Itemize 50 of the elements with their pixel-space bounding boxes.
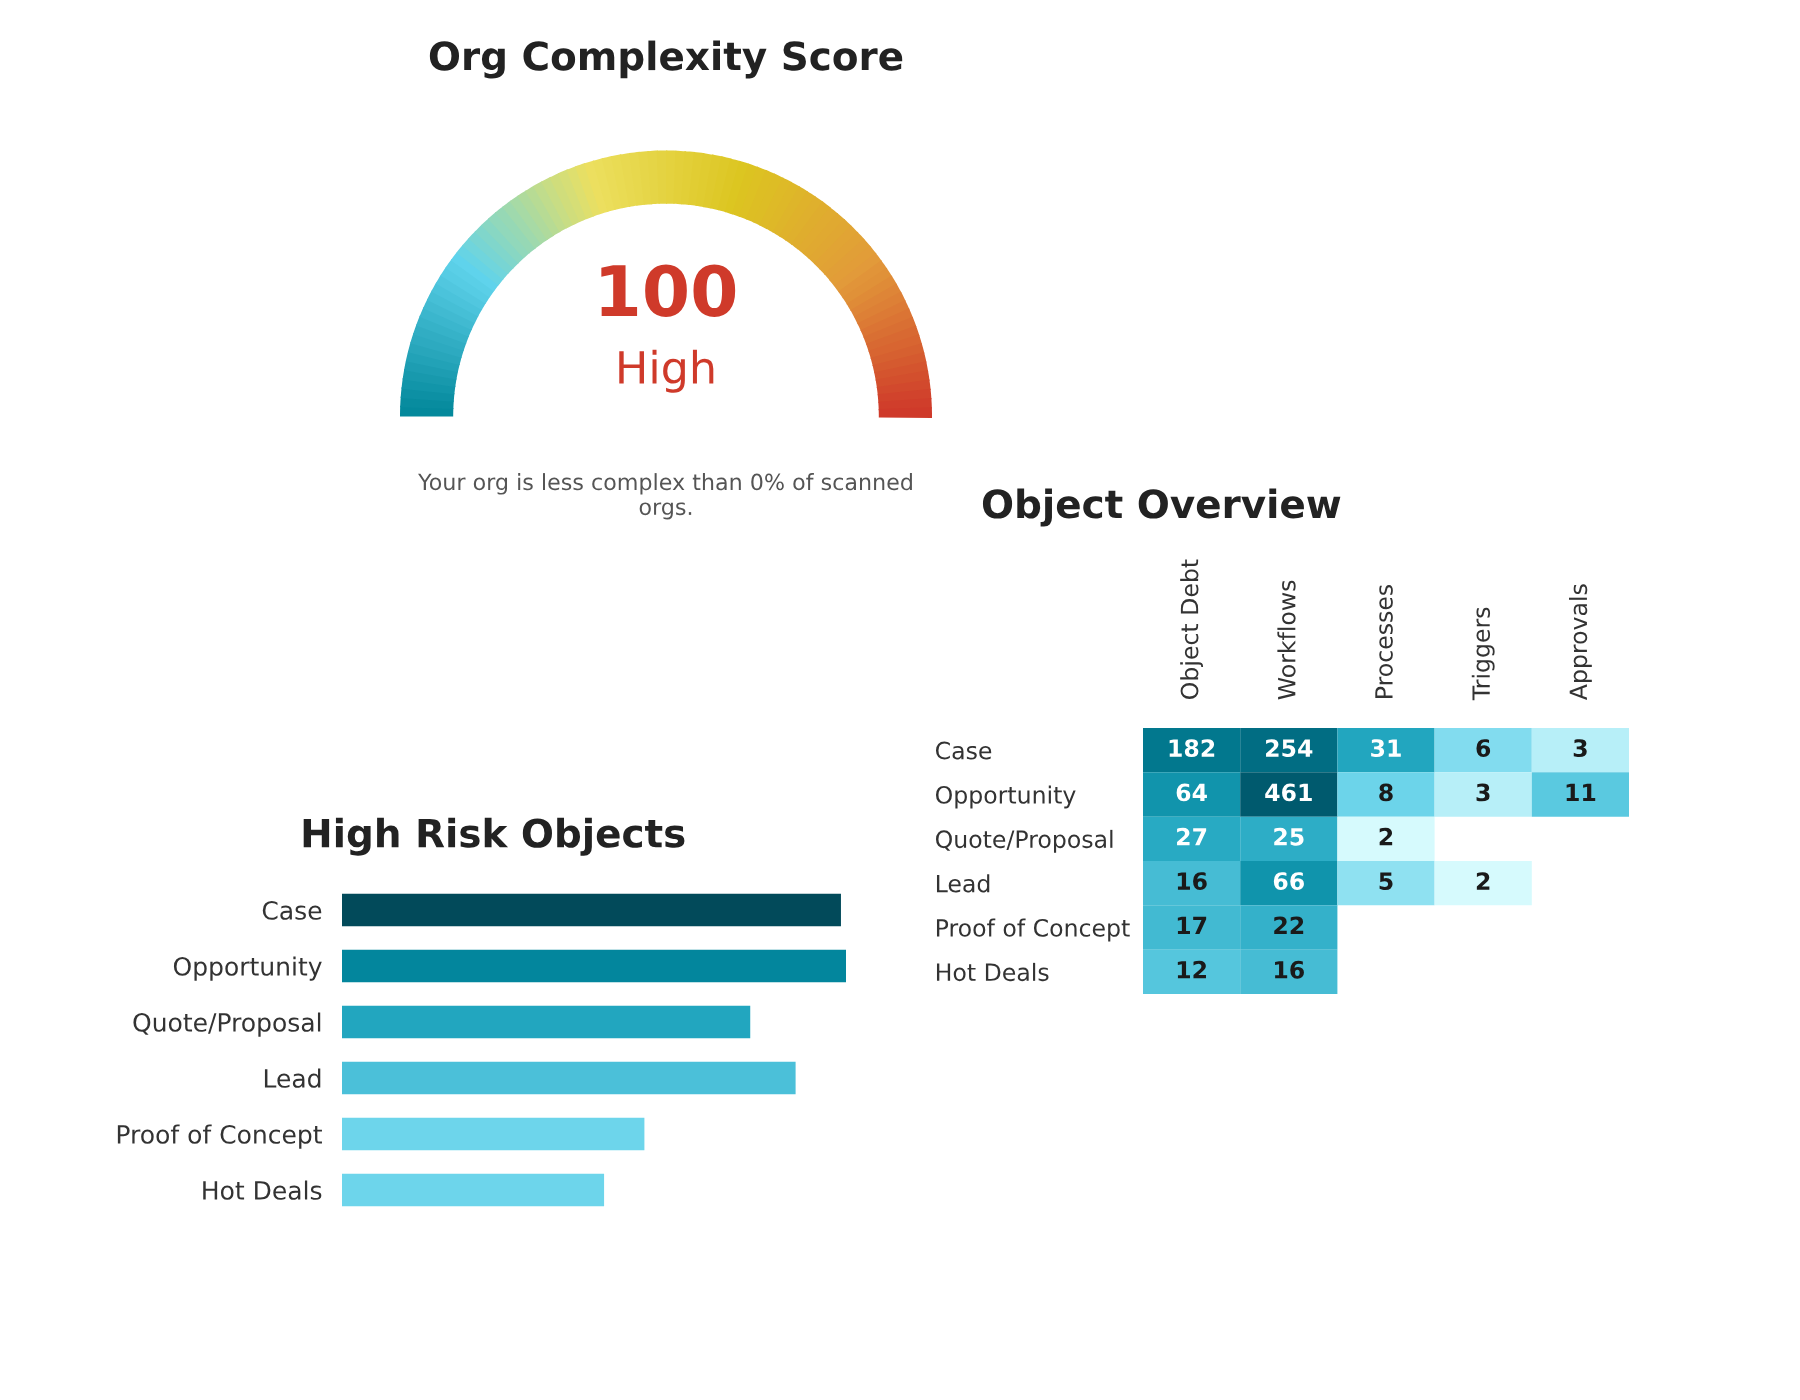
data-label: 16 [1177,872,1207,891]
chart-title: Object Overview [982,488,1341,527]
data-label: 12 [1177,960,1206,979]
bar [342,893,841,927]
data-label: 3 [1573,739,1587,758]
y-tick-label: Lead [936,874,990,893]
data-label: 66 [1273,872,1304,891]
data-label: 17 [1177,916,1207,935]
data-label: 8 [1379,783,1393,802]
data-label: 64 [1176,783,1207,802]
data-label: 25 [1274,827,1304,846]
data-label: 16 [1275,960,1304,979]
x-tick-label: Workflows [1277,580,1296,700]
y-tick-label: Quote/Proposal [133,1012,321,1037]
data-label: 27 [1177,827,1207,846]
data-label: 31 [1371,739,1401,758]
bar [342,1173,605,1207]
y-tick-label: Quote/Proposal [935,829,1113,853]
y-tick-label: Case [935,741,992,760]
y-tick-label: Proof of Concept [117,1124,322,1149]
y-tick-label: Opportunity [935,785,1076,809]
data-label: 182 [1169,739,1215,758]
x-tick-label: Triggers [1471,607,1495,701]
data-label: 6 [1476,739,1491,758]
text: 100 [601,264,736,317]
bar [342,1117,645,1151]
data-label: 254 [1266,739,1313,758]
y-tick-label: Hot Deals [203,1180,322,1200]
bar [342,1061,796,1095]
bar [342,1005,751,1039]
data-label: 11 [1566,783,1596,802]
bar [342,949,846,983]
data-label: 3 [1476,783,1490,802]
x-tick-label: Approvals [1568,584,1592,701]
text: High [619,349,714,393]
x-tick-label: Processes [1375,584,1393,698]
chart-title: High Risk Objects [303,817,685,856]
y-tick-label: Case [262,900,322,920]
x-tick-label: Object Debt [1180,559,1204,699]
data-label: 5 [1379,872,1393,891]
data-label: 2 [1379,827,1393,846]
y-tick-label: Opportunity [173,956,322,981]
text: Your org is less complex than 0% of scanned orgs. [418,473,912,520]
y-tick-label: Proof of Concept [936,918,1130,942]
text: Org Complexity Score [429,40,903,79]
data-label: 2 [1476,872,1490,890]
data-label: 22 [1274,916,1304,935]
data-label: 461 [1265,783,1312,802]
y-tick-label: Hot Deals [936,962,1049,982]
y-tick-label: Lead [264,1068,321,1088]
